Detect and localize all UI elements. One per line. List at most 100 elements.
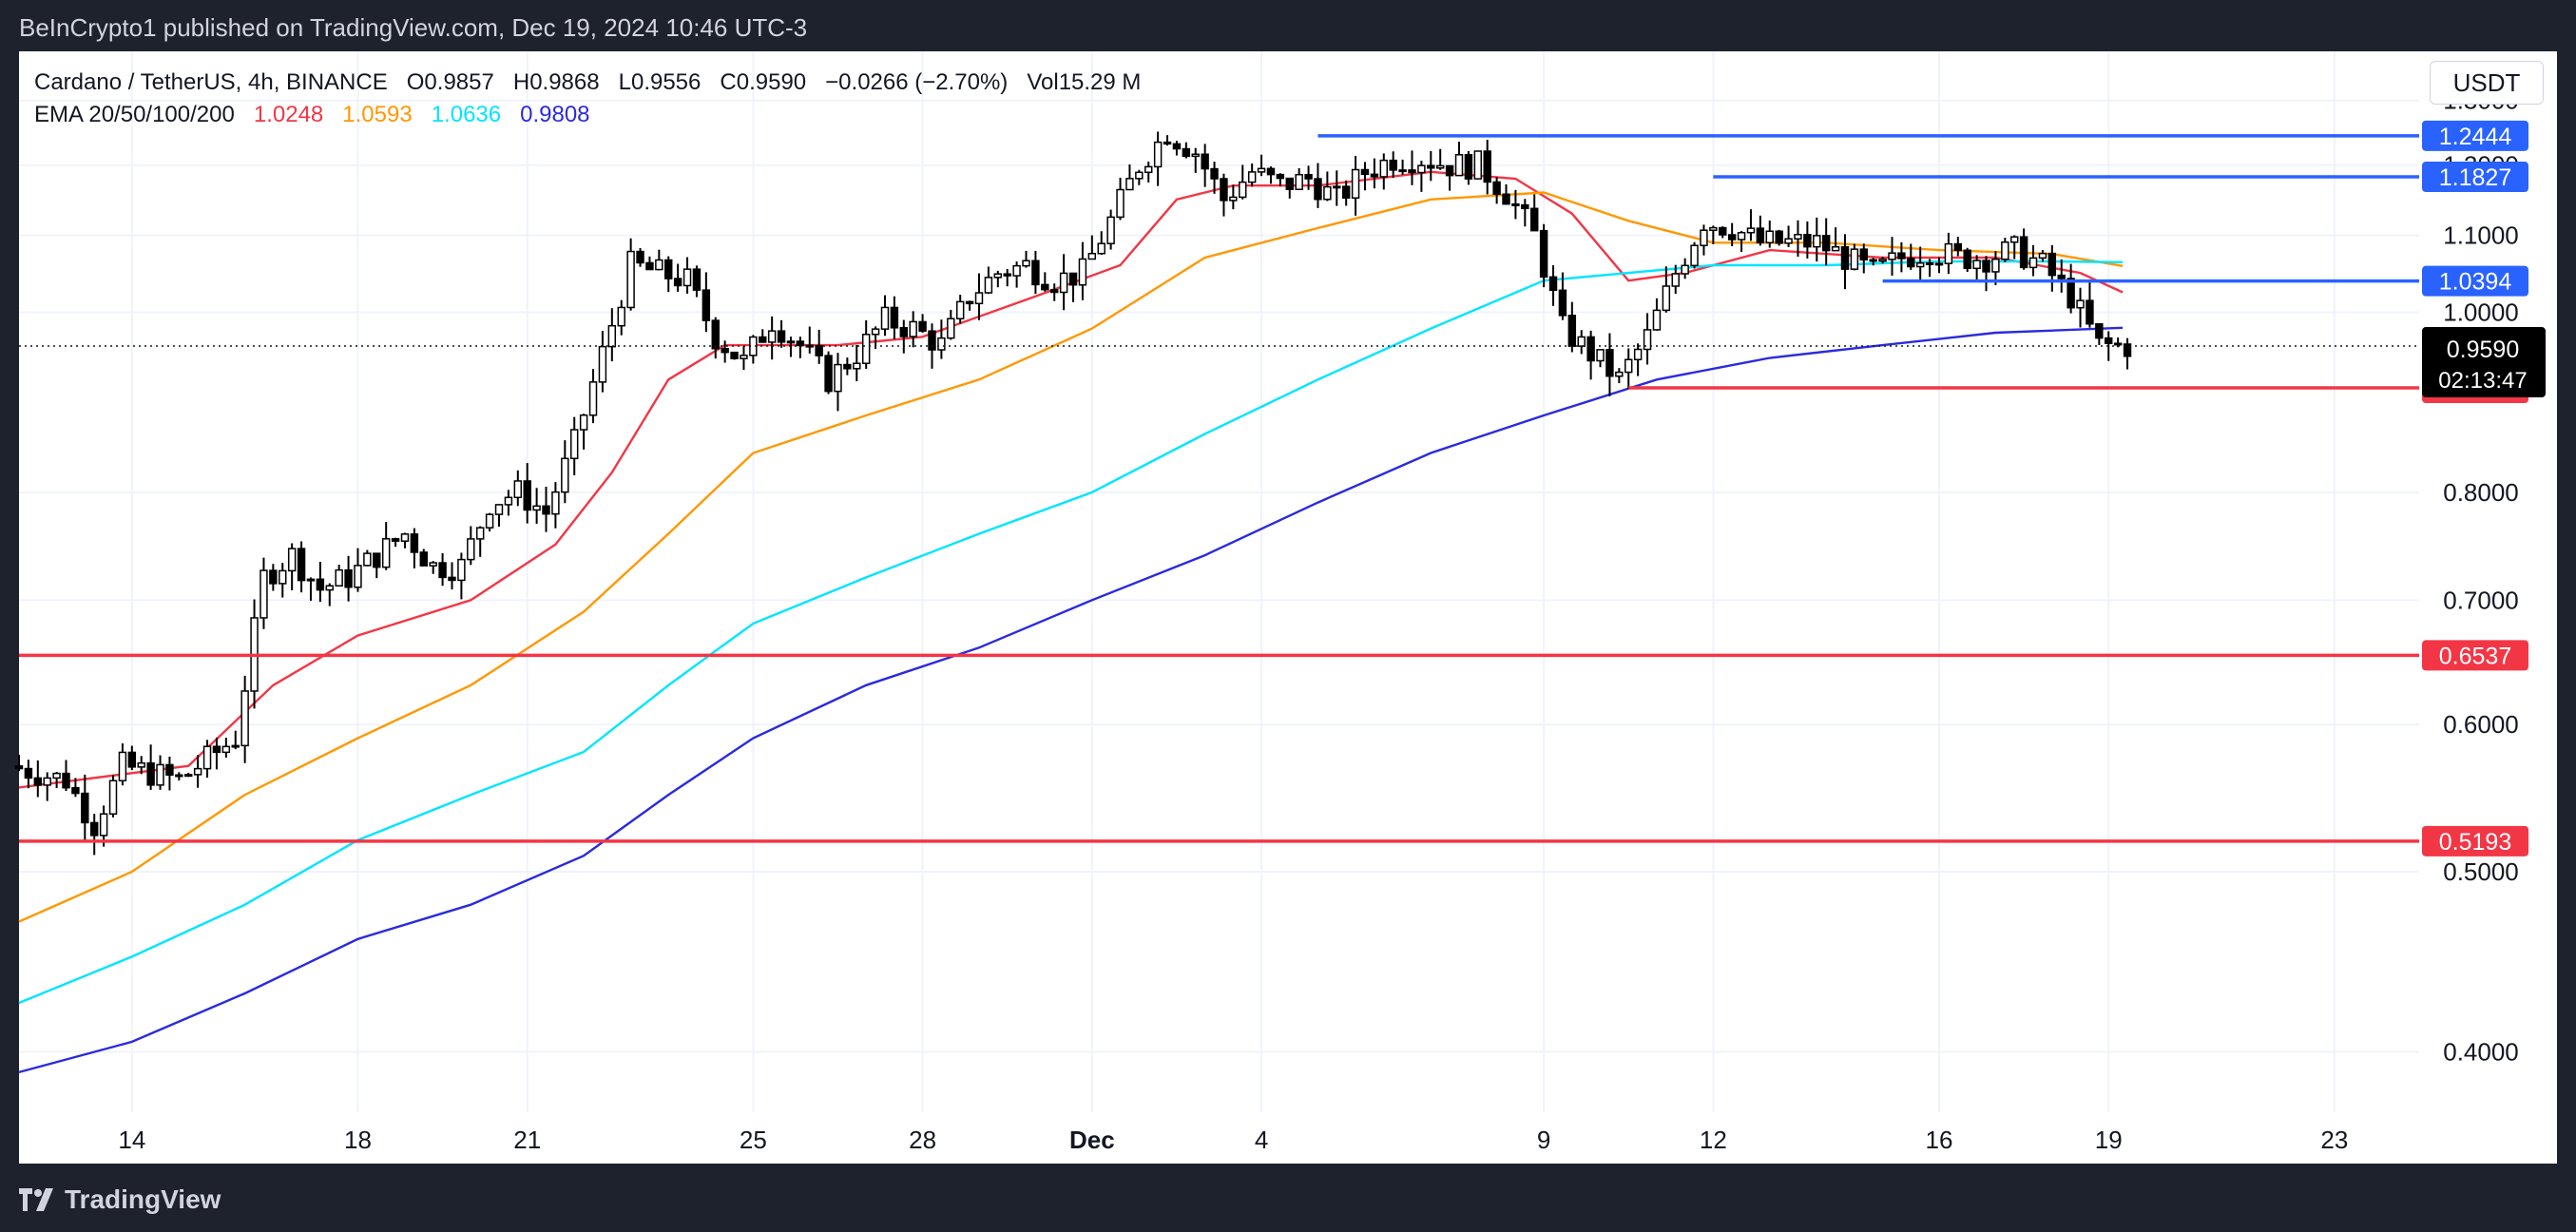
candle-body bbox=[231, 744, 240, 748]
candle-body bbox=[146, 761, 155, 786]
ema-line-ema100 bbox=[18, 260, 2124, 1005]
candle-body bbox=[1473, 150, 1483, 180]
candle-body bbox=[1831, 245, 1840, 252]
candle-body bbox=[1982, 260, 1990, 273]
candle-body bbox=[1125, 178, 1134, 191]
candle-body bbox=[1709, 226, 1718, 231]
candle-body bbox=[759, 336, 767, 343]
x-tick-label: 21 bbox=[513, 1126, 541, 1154]
candle-body bbox=[391, 538, 400, 542]
candle-body bbox=[2057, 274, 2066, 279]
tradingview-logo[interactable]: TradingView bbox=[19, 1184, 221, 1215]
candle-body bbox=[1794, 234, 1802, 241]
candle-body bbox=[682, 268, 692, 287]
candle-body bbox=[777, 330, 786, 343]
candle-body bbox=[1106, 216, 1115, 244]
candle-body bbox=[1068, 272, 1078, 286]
candle-body bbox=[1464, 154, 1473, 180]
candle-body bbox=[1003, 273, 1011, 277]
candle-body bbox=[1643, 329, 1652, 351]
candle-body bbox=[947, 318, 955, 339]
candle-body bbox=[796, 340, 805, 347]
low-label: L bbox=[618, 69, 631, 95]
candle-body bbox=[1135, 171, 1144, 180]
candle-body bbox=[52, 772, 61, 780]
candle-body bbox=[1765, 230, 1774, 244]
candle-body bbox=[711, 319, 720, 350]
candle-body bbox=[871, 328, 880, 336]
candle-body bbox=[2105, 337, 2113, 344]
candle-body bbox=[1577, 336, 1586, 347]
candle-body bbox=[655, 259, 663, 271]
x-tick-label: 18 bbox=[344, 1126, 372, 1154]
candle-body bbox=[1172, 143, 1182, 150]
candle-body bbox=[297, 548, 306, 582]
candle-body bbox=[62, 772, 70, 789]
candle-body bbox=[1925, 261, 1934, 265]
candle-body bbox=[127, 751, 137, 768]
candle-body bbox=[212, 745, 221, 754]
ema-line-ema50 bbox=[18, 191, 2124, 923]
candle-body bbox=[740, 355, 748, 359]
candle-body bbox=[551, 491, 560, 515]
candle-body bbox=[1408, 169, 1416, 174]
candle-body bbox=[240, 690, 249, 747]
candle-body bbox=[561, 457, 569, 493]
currency-button[interactable]: USDT bbox=[2430, 61, 2544, 105]
candle-body bbox=[928, 330, 936, 351]
candle-body bbox=[1389, 159, 1397, 171]
candle-body bbox=[2095, 322, 2104, 339]
candle-body bbox=[1558, 289, 1567, 317]
candle-body bbox=[1050, 288, 1059, 294]
candle-body bbox=[1859, 248, 1868, 261]
open-label: O bbox=[406, 69, 425, 95]
candle-body bbox=[626, 250, 635, 309]
y-tick-label: 0.7000 bbox=[2443, 586, 2519, 614]
volume-label: Vol bbox=[1027, 69, 1059, 95]
candle-body bbox=[2076, 299, 2085, 309]
candle-body bbox=[325, 585, 334, 591]
resistance-level-label: 1.2444 bbox=[2439, 124, 2512, 150]
close-value: 0.9590 bbox=[736, 69, 807, 95]
candle-body bbox=[1567, 315, 1577, 347]
high-value: 0.9868 bbox=[529, 69, 600, 95]
candle-body bbox=[1314, 178, 1322, 201]
candle-body bbox=[1144, 165, 1153, 174]
candle-body bbox=[81, 792, 89, 824]
candle-body bbox=[1605, 349, 1614, 377]
candle-body bbox=[2001, 241, 2009, 260]
support-level-badge bbox=[2422, 640, 2528, 671]
candle-body bbox=[1360, 168, 1370, 176]
candle-body bbox=[475, 527, 485, 540]
candle-body bbox=[1435, 164, 1445, 169]
low-value: 0.9556 bbox=[630, 69, 702, 95]
candle-body bbox=[1719, 226, 1727, 236]
candle-body bbox=[1615, 371, 1624, 377]
candle-body bbox=[410, 533, 419, 553]
candle-body bbox=[598, 345, 607, 383]
candle-body bbox=[1813, 235, 1821, 248]
candle-body bbox=[1756, 227, 1765, 244]
candle-body bbox=[965, 300, 974, 305]
y-tick-label: 0.8000 bbox=[2443, 478, 2519, 507]
candle-body bbox=[1059, 272, 1068, 294]
candle-body bbox=[579, 414, 588, 431]
candle-body bbox=[1229, 196, 1238, 202]
candle-body bbox=[1633, 348, 1643, 361]
resistance-level-badge bbox=[2422, 265, 2528, 297]
x-tick-label: 23 bbox=[2320, 1126, 2348, 1154]
candle-body bbox=[1539, 229, 1548, 279]
candle-body bbox=[2047, 252, 2057, 277]
candle-body bbox=[1662, 285, 1671, 312]
candle-body bbox=[824, 355, 833, 393]
candle-body bbox=[108, 780, 118, 815]
ema-line-ema20 bbox=[18, 170, 2124, 789]
candle-body bbox=[2086, 299, 2094, 325]
support-level-badge bbox=[2422, 825, 2528, 857]
close-label: C bbox=[720, 69, 737, 95]
ema100-value: 1.0636 bbox=[431, 102, 502, 127]
candle-body bbox=[1944, 242, 1953, 264]
candle-body bbox=[1087, 252, 1097, 260]
candle-body bbox=[1427, 164, 1435, 169]
